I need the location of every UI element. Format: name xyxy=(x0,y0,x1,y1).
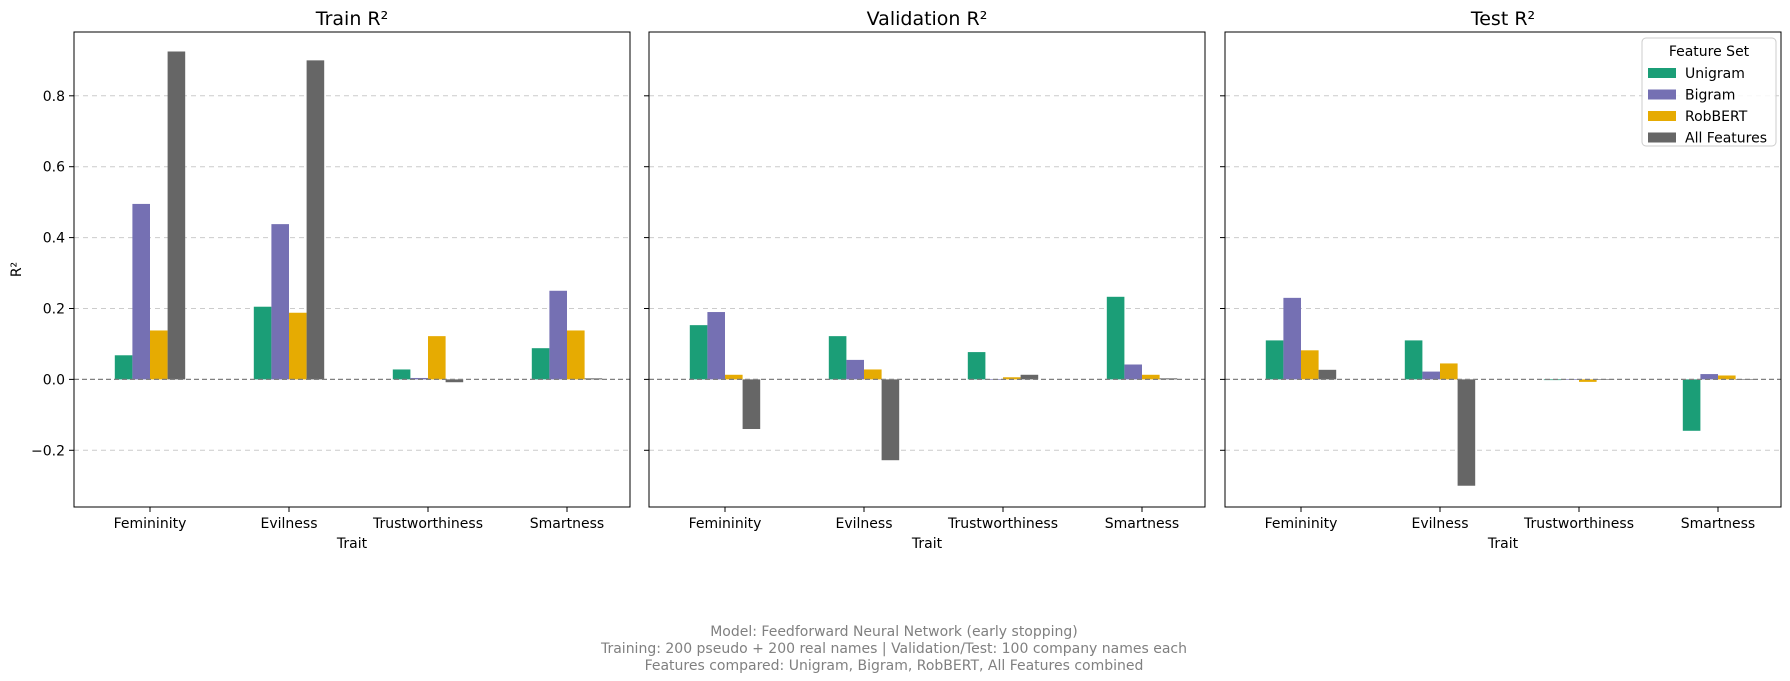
bar xyxy=(1159,378,1178,380)
plot-frame xyxy=(1224,31,1782,508)
x-tick-label: Femininity xyxy=(1265,516,1338,532)
bar xyxy=(289,312,307,380)
x-tick-label: Evilness xyxy=(261,516,318,532)
bar xyxy=(584,378,603,380)
bar xyxy=(967,352,986,380)
bar xyxy=(150,330,168,380)
bar xyxy=(1283,297,1301,380)
x-axis-label: Trait xyxy=(336,536,368,552)
bar xyxy=(1422,371,1440,380)
bar xyxy=(132,203,150,380)
panel-title: Train R² xyxy=(315,8,388,30)
y-tick-label: 0.0 xyxy=(43,372,65,388)
plot-frame xyxy=(73,31,631,508)
chart-panel-1: −0.2 0.0 0.2 0.4 0.6 0.8 Femininity Evilness Tru… xyxy=(9,8,631,552)
y-tick-label: 0.4 xyxy=(43,231,65,247)
bar xyxy=(742,379,761,430)
x-tick-label: Smartness xyxy=(1681,516,1755,532)
bar xyxy=(392,369,411,380)
x-axis-label: Trait xyxy=(1487,536,1519,552)
x-tick-label: Femininity xyxy=(114,516,187,532)
bar xyxy=(167,51,186,380)
y-axis-label: R² xyxy=(9,262,25,277)
chart-panel-3: Femininity Evilness Trustworthiness Smartne… xyxy=(1220,8,1782,552)
legend-swatch xyxy=(1648,111,1676,121)
bar xyxy=(1003,377,1021,380)
legend-swatch xyxy=(1648,68,1676,78)
panel-title: Test R² xyxy=(1470,8,1535,30)
legend-entry: Unigram xyxy=(1685,66,1745,82)
bar xyxy=(567,330,585,380)
y-tick-label: 0.8 xyxy=(43,89,65,105)
y-tick-label: −0.2 xyxy=(31,443,65,459)
bar xyxy=(1440,363,1458,380)
bar xyxy=(881,379,900,461)
x-tick-label: Smartness xyxy=(1105,516,1179,532)
legend-swatch xyxy=(1648,89,1676,100)
chart-panels: −0.2 0.0 0.2 0.4 0.6 0.8 Femininity Evilness Tru… xyxy=(9,8,1782,552)
legend-entry: RobBERT xyxy=(1685,109,1748,125)
bar xyxy=(1318,369,1337,380)
caption-line-2: Training: 200 pseudo + 200 real names | … xyxy=(600,641,1187,657)
bar xyxy=(1106,296,1125,380)
bar xyxy=(1700,374,1718,380)
bar xyxy=(846,359,864,380)
bar xyxy=(1682,379,1701,431)
x-tick-label: Smartness xyxy=(530,516,604,532)
caption: Model: Feedforward Neural Network (early… xyxy=(600,624,1187,674)
plot-frame xyxy=(648,31,1206,508)
y-tick-label: 0.2 xyxy=(43,301,65,317)
x-tick-label: Trustworthiness xyxy=(947,516,1058,532)
bar xyxy=(410,377,428,380)
x-tick-label: Trustworthiness xyxy=(1523,516,1634,532)
bar xyxy=(1718,375,1736,380)
caption-line-1: Model: Feedforward Neural Network (early… xyxy=(710,624,1078,640)
bar xyxy=(1142,374,1160,380)
bar xyxy=(114,355,133,380)
y-tick-label: 0.6 xyxy=(43,160,65,176)
bar xyxy=(689,325,708,380)
x-axis-label: Trait xyxy=(911,536,943,552)
bar xyxy=(549,290,567,380)
x-tick-label: Femininity xyxy=(689,516,762,532)
bar xyxy=(1020,374,1039,380)
bar xyxy=(1735,379,1754,380)
x-tick-label: Evilness xyxy=(1412,516,1469,532)
bar xyxy=(1457,379,1476,486)
bar xyxy=(531,348,550,380)
legend: Feature Set Unigram Bigram RobBERT All Featu… xyxy=(1641,37,1777,147)
legend-title: Feature Set xyxy=(1669,44,1750,60)
bar xyxy=(1301,350,1319,380)
bar xyxy=(1579,379,1597,382)
bar xyxy=(864,369,882,380)
bar xyxy=(253,306,272,380)
bar xyxy=(271,224,289,380)
bar xyxy=(1404,340,1423,380)
bar xyxy=(1265,340,1284,380)
chart-panel-2: Femininity Evilness Trustworthiness Smartne… xyxy=(644,8,1206,552)
bar xyxy=(707,312,725,380)
panel-title: Validation R² xyxy=(867,8,988,30)
legend-swatch xyxy=(1648,132,1676,143)
bar xyxy=(1543,379,1562,381)
bar xyxy=(828,336,847,380)
bar xyxy=(428,336,446,380)
bar xyxy=(306,60,325,380)
bar xyxy=(1124,364,1142,380)
x-tick-label: Trustworthiness xyxy=(372,516,483,532)
bar xyxy=(725,374,743,380)
caption-line-3: Features compared: Unigram, Bigram, RobB… xyxy=(645,658,1144,674)
x-tick-label: Evilness xyxy=(836,516,893,532)
bar xyxy=(445,379,464,383)
legend-entry: All Features xyxy=(1685,131,1767,147)
legend-entry: Bigram xyxy=(1685,88,1735,104)
